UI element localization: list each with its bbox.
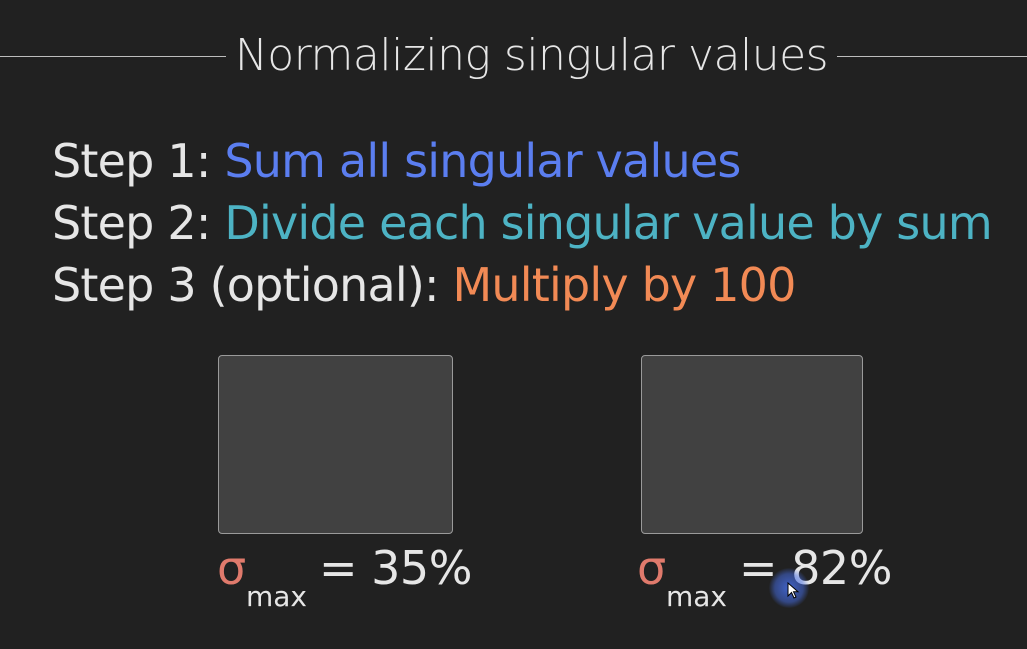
step-1-text: Sum all singular values: [224, 134, 741, 188]
sigma-value: = 82%: [739, 541, 892, 595]
sigma-symbol: σ: [217, 541, 247, 595]
title-divider-right: [837, 56, 1027, 57]
sigma-subscript: max: [666, 580, 728, 613]
steps-list: Step 1: Sum all singular values Step 2: …: [52, 130, 1022, 316]
sigma-value: = 35%: [319, 541, 472, 595]
step-2-text: Divide each singular value by sum: [224, 196, 992, 250]
mouse-pointer-icon: [787, 582, 800, 599]
sigma-subscript: max: [246, 580, 308, 613]
step-3-label: Step 3 (optional):: [52, 258, 453, 312]
matrix-panel-1: [218, 355, 453, 534]
step-3-text: Multiply by 100: [452, 258, 797, 312]
step-2-label: Step 2:: [52, 196, 225, 250]
step-1: Step 1: Sum all singular values: [52, 130, 1022, 192]
matrix-panel-2: [641, 355, 863, 534]
title-divider-left: [0, 56, 226, 57]
title-row: Normalizing singular values: [0, 26, 1027, 86]
step-1-label: Step 1:: [52, 134, 225, 188]
step-3: Step 3 (optional): Multiply by 100: [52, 254, 1022, 316]
sigma-symbol: σ: [637, 541, 667, 595]
slide-title: Normalizing singular values: [234, 30, 829, 81]
step-2: Step 2: Divide each singular value by su…: [52, 192, 1022, 254]
